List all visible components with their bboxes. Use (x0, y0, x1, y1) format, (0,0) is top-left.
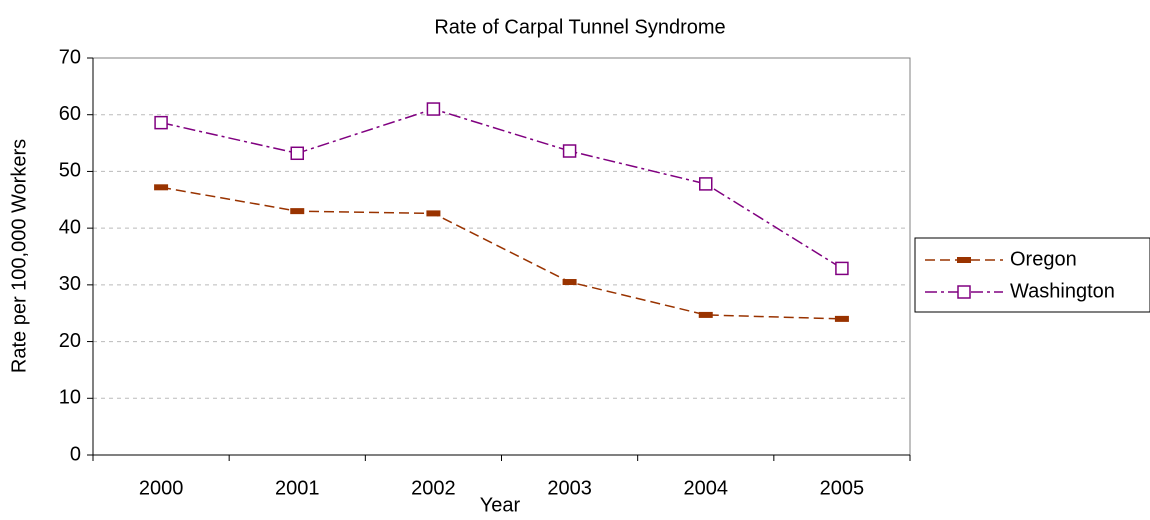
marker (426, 102, 441, 116)
marker (426, 210, 441, 217)
y-tick-label: 40 (59, 216, 81, 238)
marker (957, 285, 971, 299)
series-line (160, 186, 842, 320)
plot-area (92, 57, 911, 456)
marker (290, 208, 305, 215)
marker (154, 115, 168, 130)
legend-label: Oregon (1010, 248, 1077, 270)
y-tick-label: 50 (59, 160, 81, 182)
x-tick-label: 2002 (411, 477, 456, 499)
marker (290, 146, 304, 161)
x-tick-label: 2000 (139, 477, 184, 499)
legend-label: Washington (1010, 280, 1115, 302)
x-tick-label: 2005 (820, 477, 865, 499)
marker (957, 257, 971, 263)
y-tick-label: 70 (59, 46, 81, 68)
x-tick-label: 2004 (684, 477, 729, 499)
marker (562, 144, 577, 158)
y-tick-label: 10 (59, 387, 81, 409)
y-tick-label: 0 (70, 443, 81, 465)
marker (562, 279, 577, 286)
marker (699, 177, 713, 191)
legend (914, 237, 1150, 313)
marker (698, 311, 713, 318)
x-tick-label: 2001 (275, 477, 320, 499)
y-axis-label: Rate per 100,000 Workers (8, 139, 30, 373)
x-tick-label: 2003 (547, 477, 592, 499)
y-tick-label: 20 (59, 330, 81, 352)
marker (835, 261, 849, 276)
y-tick-label: 60 (59, 103, 81, 125)
x-axis-label: Year (480, 494, 521, 515)
series-line (160, 108, 843, 270)
marker (834, 315, 849, 322)
chart-title: Rate of Carpal Tunnel Syndrome (434, 16, 725, 38)
y-tick-label: 30 (59, 273, 81, 295)
marker (154, 184, 169, 191)
